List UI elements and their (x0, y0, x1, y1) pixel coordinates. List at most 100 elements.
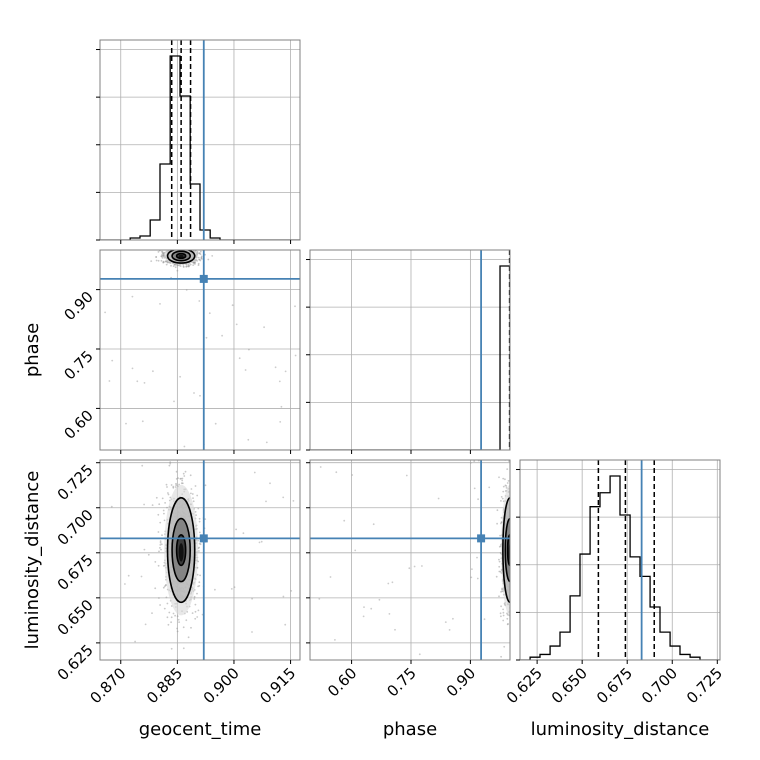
sample-point (512, 582, 514, 584)
sample-point (512, 538, 514, 540)
sample-point (452, 617, 454, 620)
sample-point (498, 595, 500, 598)
sample-point (501, 497, 504, 500)
sample-point (176, 630, 179, 633)
sample-point (512, 605, 514, 607)
sample-point (269, 482, 271, 485)
sample-point (513, 541, 515, 543)
sample-point (513, 552, 515, 554)
sample-point (163, 247, 165, 249)
sample-point (512, 621, 514, 623)
sample-point (510, 609, 512, 611)
sample-point (511, 525, 513, 527)
sample-point (354, 549, 357, 552)
sample-point (512, 526, 514, 528)
sample-point (511, 492, 513, 494)
sample-point (512, 566, 514, 568)
sample-point (506, 468, 509, 470)
x-axis-label-luminosity-distance: luminosity_distance (531, 719, 710, 740)
sample-point (502, 614, 505, 617)
sample-point (157, 564, 160, 567)
sample-point (513, 581, 515, 583)
sample-point (511, 501, 513, 503)
sample-point (244, 369, 247, 371)
panel-frame-2-2 (519, 459, 721, 661)
panel-grid-2-0 (100, 460, 300, 660)
sample-point (511, 569, 513, 571)
sample-point (127, 574, 130, 577)
sample-point (500, 605, 502, 608)
sample-point (516, 522, 518, 524)
sample-point (514, 608, 516, 610)
sample-point (171, 245, 173, 247)
sample-point (159, 547, 161, 549)
sample-point (513, 573, 515, 575)
sample-point (513, 542, 515, 544)
panel-frame-2-1 (309, 459, 511, 661)
sample-point (104, 311, 106, 314)
sample-point (513, 526, 515, 528)
sample-point (192, 497, 194, 499)
sample-point (515, 522, 517, 524)
sample-point (187, 264, 190, 267)
sample-point (512, 544, 514, 546)
sample-point (160, 543, 163, 546)
sample-point (204, 484, 207, 487)
sample-point (134, 640, 137, 643)
sample-point (177, 477, 180, 479)
sample-point (169, 461, 172, 464)
sample-point (517, 533, 519, 535)
sample-point (515, 510, 517, 512)
sample-point (510, 599, 512, 601)
sample-point (513, 505, 515, 507)
sample-point (499, 612, 502, 615)
sample-point (511, 533, 513, 535)
sample-point (180, 248, 182, 250)
sample-point (511, 543, 513, 545)
sample-point (512, 577, 514, 579)
sample-point (514, 536, 516, 538)
sample-point (418, 653, 421, 656)
sample-point (204, 246, 206, 248)
sample-point (176, 455, 178, 457)
sample-point (510, 516, 512, 518)
sample-point (198, 546, 201, 549)
sample-point (512, 558, 514, 560)
sample-point (180, 482, 183, 485)
sample-point (198, 550, 200, 552)
sample-point (169, 462, 172, 465)
sample-point (282, 496, 285, 499)
sample-point (207, 258, 210, 261)
sample-point (512, 607, 514, 609)
sample-point (178, 264, 181, 267)
sample-point (513, 538, 515, 540)
sample-point (503, 645, 506, 648)
sample-point (513, 516, 515, 518)
sample-point (512, 567, 514, 569)
sample-point (154, 587, 157, 590)
sample-point (515, 533, 517, 535)
sample-point (194, 610, 197, 613)
sample-point (515, 582, 517, 584)
sample-point (516, 500, 518, 502)
sample-point (512, 549, 514, 551)
sample-point (274, 366, 277, 369)
sample-point (161, 244, 163, 246)
sample-point (513, 602, 515, 604)
contour-level-2 (166, 497, 196, 604)
sample-point (515, 577, 517, 579)
sample-point (517, 565, 519, 567)
sample-point (154, 561, 157, 563)
sample-point (514, 575, 516, 577)
sample-point (143, 382, 146, 384)
sample-point (511, 553, 513, 555)
sample-point (512, 552, 514, 554)
y-tick-label-luminosity_distance-1: 0.650 (54, 596, 97, 639)
sample-point (483, 618, 486, 621)
sample-point (511, 596, 513, 598)
sample-point (511, 568, 513, 570)
sample-point (513, 527, 515, 529)
sample-point (515, 581, 517, 583)
sample-point (197, 507, 200, 510)
sample-point (516, 525, 518, 527)
